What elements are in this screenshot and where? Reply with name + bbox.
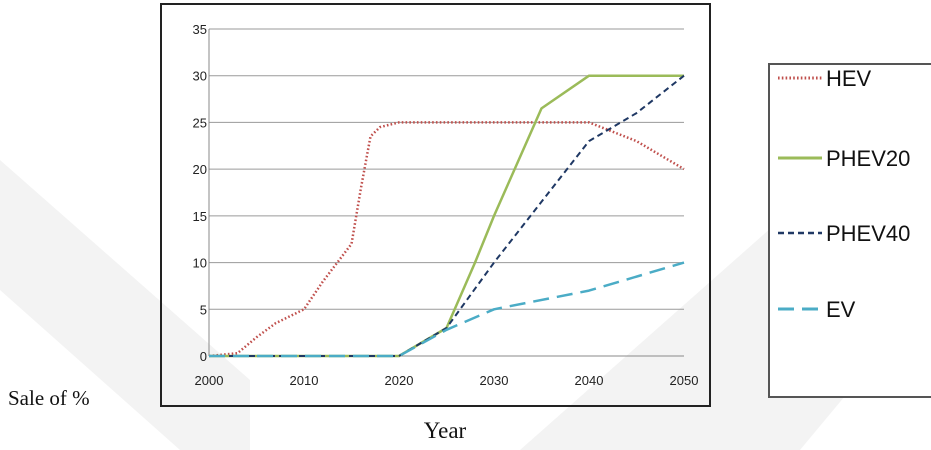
x-tick-label: 2020 xyxy=(385,373,414,388)
x-tick-label: 2050 xyxy=(670,373,699,388)
plot-area xyxy=(160,3,711,407)
legend-label-phev40: PHEV40 xyxy=(826,221,910,246)
y-tick-label: 30 xyxy=(193,69,207,84)
y-tick-label: 15 xyxy=(193,209,207,224)
legend: HEV PHEV20 PHEV40 EV xyxy=(768,63,931,398)
y-tick-label: 5 xyxy=(200,302,207,317)
x-tick-label: 2040 xyxy=(575,373,604,388)
y-tick-label: 35 xyxy=(193,22,207,37)
legend-label-phev20: PHEV20 xyxy=(826,146,910,171)
y-tick-label: 0 xyxy=(200,349,207,364)
gridlines xyxy=(208,28,684,357)
series-line-hev xyxy=(208,121,685,358)
x-tick-label: 2000 xyxy=(195,373,224,388)
series-line-ev xyxy=(209,261,685,358)
legend-label-ev: EV xyxy=(826,297,856,322)
y-tick-label: 20 xyxy=(193,162,207,177)
x-tick-label: 2010 xyxy=(290,373,319,388)
x-tick-label: 2030 xyxy=(480,373,509,388)
x-axis-label: Year xyxy=(423,418,467,443)
tick-labels: 0 5 10 15 20 25 30 35 2000 2010 2020 2030 2040 2050 xyxy=(193,22,699,388)
series-lines xyxy=(208,74,685,358)
y-tick-label: 10 xyxy=(193,256,207,271)
series-line-phev40 xyxy=(209,74,685,357)
legend-label-hev: HEV xyxy=(826,66,872,91)
y-tick-label: 25 xyxy=(193,115,207,130)
y-axis-label: Sale of % xyxy=(8,386,90,410)
